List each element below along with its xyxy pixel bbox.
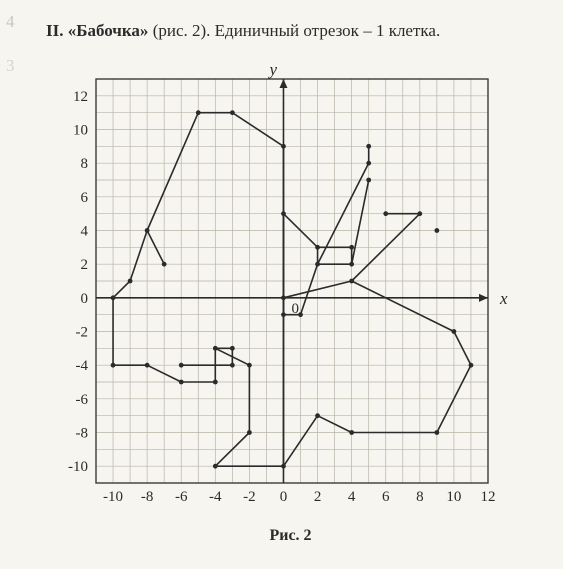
heading-title: «Бабочка»	[68, 21, 149, 40]
svg-text:10: 10	[446, 489, 461, 505]
svg-text:-2: -2	[243, 489, 256, 505]
svg-text:-8: -8	[141, 489, 154, 505]
heading-rest: Единичный отрезок – 1 клетка.	[215, 21, 441, 40]
svg-text:8: 8	[416, 489, 424, 505]
page-root: 4 3 II. «Бабочка» (рис. 2). Единичный от…	[0, 0, 563, 569]
svg-text:8: 8	[81, 156, 89, 172]
svg-text:4: 4	[348, 489, 356, 505]
svg-text:12: 12	[73, 89, 88, 105]
svg-text:2: 2	[81, 257, 89, 273]
svg-text:-2: -2	[76, 324, 89, 340]
svg-text:12: 12	[481, 489, 496, 505]
svg-text:10: 10	[73, 122, 88, 138]
svg-text:6: 6	[382, 489, 390, 505]
svg-text:y: y	[267, 60, 277, 79]
heading-prefix: II.	[46, 21, 63, 40]
svg-text:-4: -4	[209, 489, 222, 505]
svg-text:-10: -10	[103, 489, 123, 505]
butterfly-chart: -10 -8 -6 -4 -2 0 2 4 6 8 10 12 -10 -8 -6 -4 -2 0 2 4 6 8 10 12…	[50, 53, 520, 523]
figure-caption: Рис. 2	[46, 527, 535, 545]
svg-text:-4: -4	[76, 358, 89, 374]
svg-text:0: 0	[280, 489, 288, 505]
margin-number-b: 3	[6, 56, 15, 76]
svg-text:4: 4	[81, 223, 89, 239]
svg-text:-8: -8	[76, 425, 89, 441]
svg-text:-6: -6	[76, 392, 89, 408]
margin-number-a: 4	[6, 12, 15, 32]
heading-paren: (рис. 2).	[153, 21, 211, 40]
svg-text:0: 0	[81, 291, 89, 307]
svg-text:-6: -6	[175, 489, 188, 505]
svg-text:2: 2	[314, 489, 322, 505]
chart-svg: -10 -8 -6 -4 -2 0 2 4 6 8 10 12 -10 -8 -6 -4 -2 0 2 4 6 8 10 12…	[50, 53, 520, 523]
svg-text:-10: -10	[68, 459, 88, 475]
svg-text:6: 6	[81, 190, 89, 206]
heading: II. «Бабочка» (рис. 2). Единичный отрезо…	[46, 20, 535, 43]
svg-text:x: x	[499, 289, 508, 308]
